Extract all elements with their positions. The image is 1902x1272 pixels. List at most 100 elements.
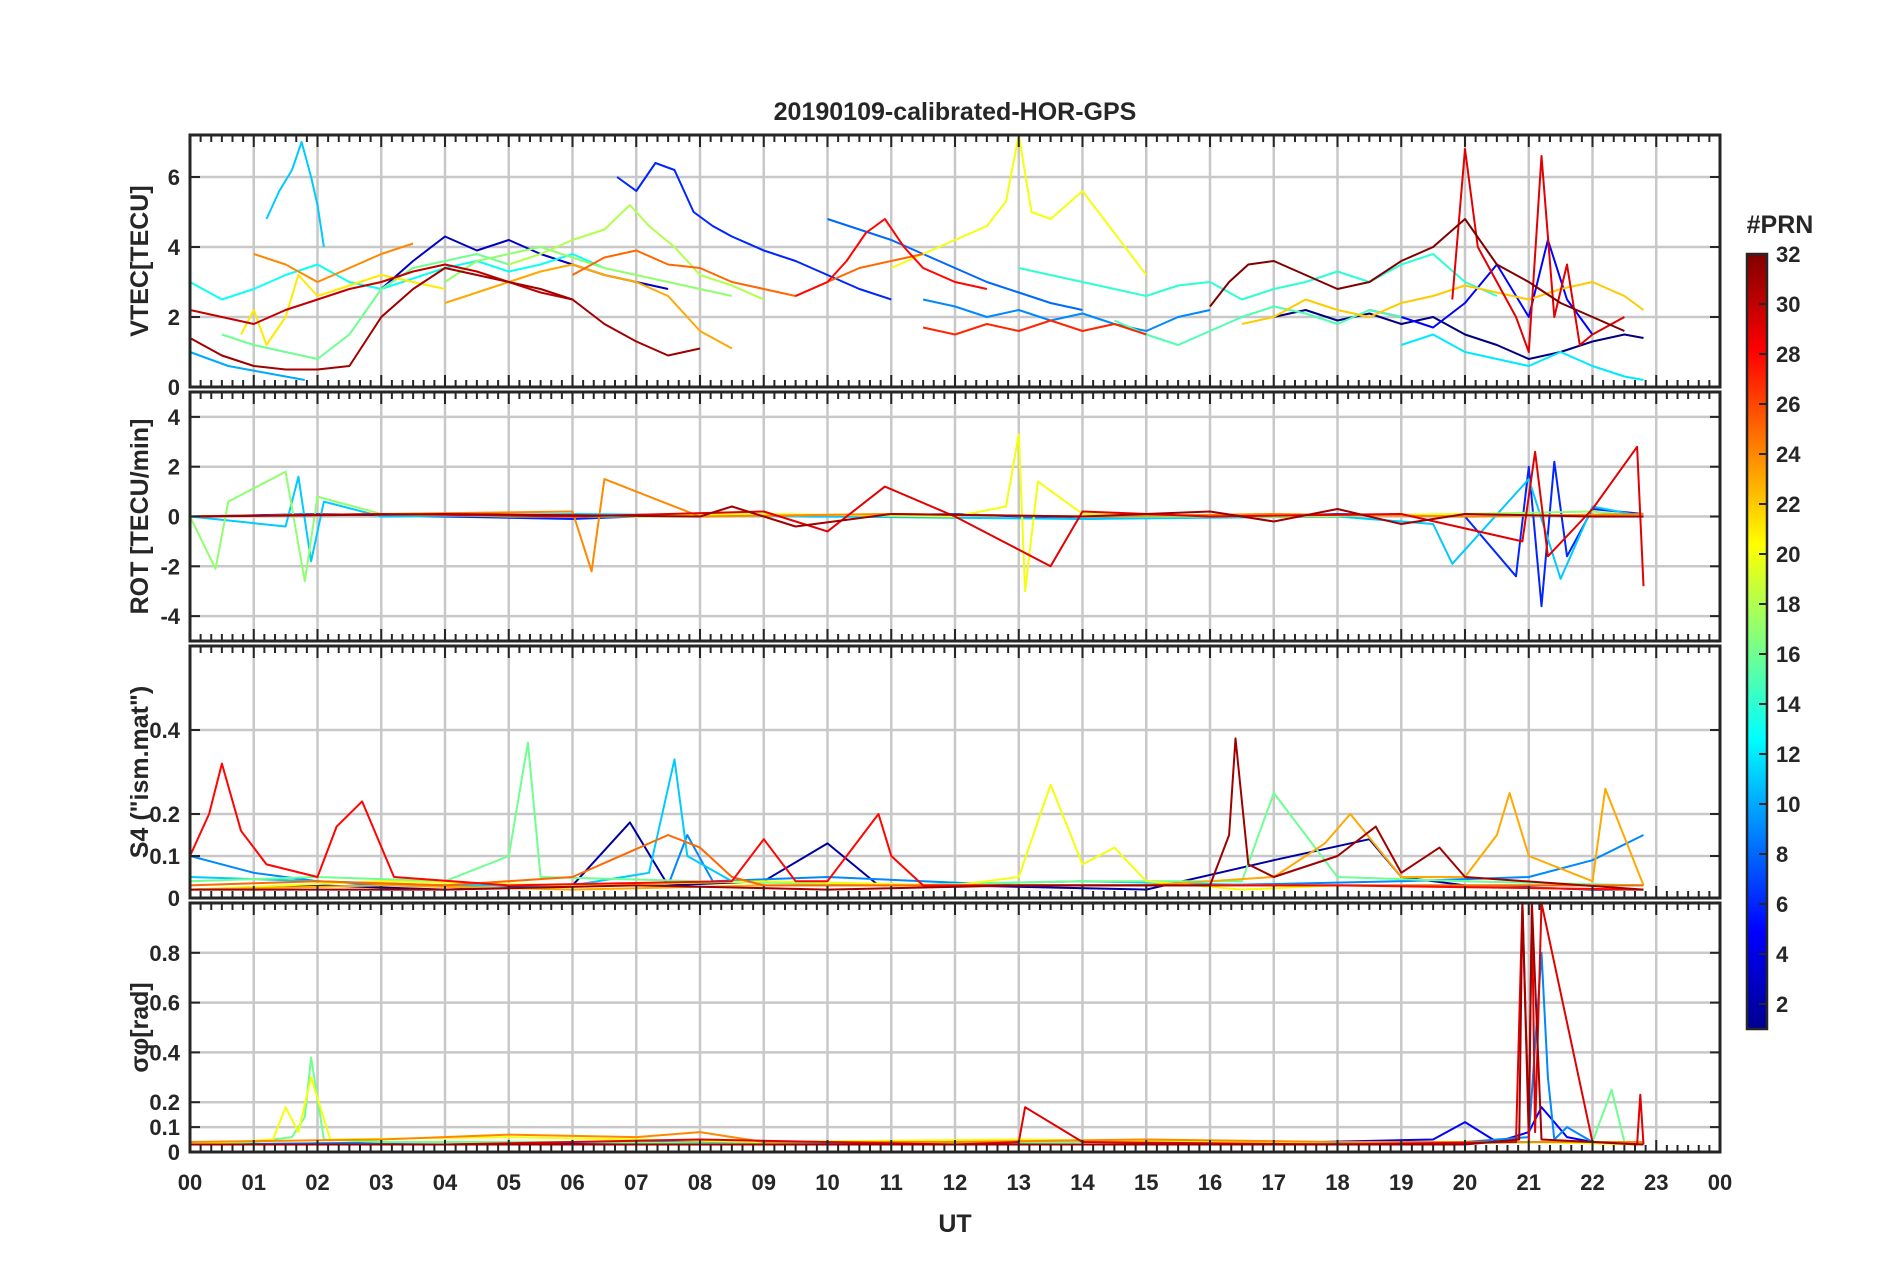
y-axis-label-sigma_phi: σφ[rad] <box>126 982 154 1073</box>
series-prn-31 <box>190 267 701 371</box>
x-ticks-rot <box>189 392 1721 641</box>
series-prn-24 <box>190 478 1644 573</box>
x-tick-label: 19 <box>1389 1170 1413 1195</box>
colorbar-gradient <box>1745 252 1769 1031</box>
x-tick-label: 12 <box>943 1170 967 1195</box>
colorbar-tick-label: 30 <box>1776 292 1800 317</box>
y-tick-label-rot: -4 <box>160 604 180 629</box>
series-prn-10 <box>190 351 305 381</box>
colorbar-tick-label: 12 <box>1776 742 1800 767</box>
y-tick-label-sigma_phi: 0.6 <box>149 991 180 1016</box>
series-prn-14 <box>1018 253 1498 301</box>
x-tick-label: 00 <box>178 1170 202 1195</box>
series-prn-9 <box>922 298 1211 332</box>
y-axis-label-rot: ROT [TECU/min] <box>126 419 154 615</box>
series-prn-29 <box>1451 148 1625 353</box>
y-axis-label-s4: S4 ("ism.mat") <box>126 686 154 858</box>
series-prn-29 <box>190 903 1645 1146</box>
y-tick-label-s4: 0 <box>168 886 180 911</box>
series-rot <box>190 433 1645 608</box>
x-tick-label: 15 <box>1134 1170 1158 1195</box>
series-prn-31 <box>190 903 1644 1146</box>
series-prn-24 <box>253 242 414 283</box>
series-prn-1 <box>1273 309 1644 360</box>
panel-s4: 0 0.1 0.2 0.4S4 ("ism.mat") <box>126 644 1722 911</box>
y-tick-label-s4: 0.1 <box>149 844 180 869</box>
y-tick-label-vtec: 4 <box>168 235 181 260</box>
series-sigma_phi <box>190 903 1645 1146</box>
series-prn-17 <box>444 246 733 297</box>
colorbar-tick-label: 20 <box>1776 542 1800 567</box>
series-prn-15 <box>1113 305 1402 346</box>
colorbar-tick-label: 18 <box>1776 592 1800 617</box>
colorbar-tick-label: 10 <box>1776 792 1800 817</box>
x-ticks-sigma_phi <box>189 903 1721 1152</box>
series-prn-6 <box>190 460 1644 608</box>
series-prn-31 <box>190 505 1644 528</box>
series-prn-8 <box>827 218 1083 311</box>
y-tick-label-vtec: 2 <box>168 305 180 330</box>
grid-sigma_phi <box>188 903 1722 1154</box>
x-ticks-s4 <box>189 646 1721 898</box>
y-tick-label-sigma_phi: 0 <box>168 1140 180 1165</box>
x-tick-label: 22 <box>1580 1170 1604 1195</box>
x-tick-label: 06 <box>560 1170 584 1195</box>
x-tick-label: 13 <box>1007 1170 1031 1195</box>
x-ticks-vtec <box>189 135 1721 387</box>
series-prn-20 <box>190 1076 1644 1146</box>
colorbar-label: #PRN <box>1747 211 1814 239</box>
series-prn-13 <box>190 253 605 301</box>
y-tick-label-s4: 0.4 <box>149 718 180 743</box>
x-tick-label: 02 <box>305 1170 329 1195</box>
series-prn-29 <box>190 445 1645 587</box>
colorbar-tick-label: 4 <box>1776 942 1789 967</box>
x-tick-label: 00 <box>1708 1170 1732 1195</box>
series-prn-28 <box>190 762 1644 891</box>
series-prn-18 <box>508 204 765 301</box>
x-tick-label: 09 <box>752 1170 776 1195</box>
x-tick-label: 11 <box>880 1170 903 1195</box>
series-prn-17 <box>190 470 1644 583</box>
x-axis: 00 01 02 03 04 05 06 07 08 09 10 11 12 13 14 15 16 17 18 19… <box>178 1170 1732 1195</box>
colorbar-tick-label: 6 <box>1776 892 1788 917</box>
x-tick-label: 18 <box>1325 1170 1349 1195</box>
panel-sigma_phi: 00.10.2 0.4 0.6 0.8 σφ[rad] <box>126 901 1722 1165</box>
series-prn-16 <box>221 253 510 360</box>
colorbar-tick-label: 32 <box>1776 242 1800 267</box>
x-tick-label: 07 <box>624 1170 648 1195</box>
series-prn-11 <box>190 475 1644 580</box>
series-prn-28 <box>795 218 988 297</box>
y-tick-label-rot: -2 <box>160 554 180 579</box>
colorbar-tick-label: 8 <box>1776 842 1788 867</box>
series-prn-11 <box>265 141 325 248</box>
colorbar-tick-label: 28 <box>1776 342 1800 367</box>
x-tick-label: 16 <box>1198 1170 1222 1195</box>
y-axis-label-vtec: VTEC[TECU] <box>126 185 154 336</box>
y-tick-label-vtec: 6 <box>168 165 180 190</box>
y-tick-label-s4: 0.2 <box>149 802 180 827</box>
x-tick-label: 08 <box>688 1170 712 1195</box>
x-tick-label: 23 <box>1644 1170 1668 1195</box>
series-prn-32 <box>1209 218 1625 332</box>
y-tick-label-rot: 2 <box>168 455 180 480</box>
x-tick-label: 14 <box>1070 1170 1095 1195</box>
x-tick-label: 05 <box>497 1170 521 1195</box>
x-tick-label: 03 <box>369 1170 393 1195</box>
series-prn-16 <box>190 741 1644 887</box>
chart-title: 20190109-calibrated-HOR-GPS <box>774 98 1137 126</box>
series-prn-9 <box>190 951 1644 1146</box>
x-tick-label: 04 <box>433 1170 458 1195</box>
panel-rot: -4 -2 0 2 4 ROT [TECU/min] <box>126 390 1722 643</box>
grid-vtec <box>188 135 1722 389</box>
colorbar-tick-label: 14 <box>1776 692 1801 717</box>
series-prn-21 <box>240 274 446 346</box>
y-tick-label-rot: 0 <box>168 505 180 530</box>
y-tick-label-rot: 4 <box>168 405 181 430</box>
x-tick-label: 10 <box>815 1170 839 1195</box>
y-tick-label-sigma_phi: 0.2 <box>149 1090 180 1115</box>
grid-s4 <box>188 646 1722 900</box>
series-vtec <box>190 135 1645 381</box>
colorbar-tick-label: 2 <box>1776 992 1788 1017</box>
